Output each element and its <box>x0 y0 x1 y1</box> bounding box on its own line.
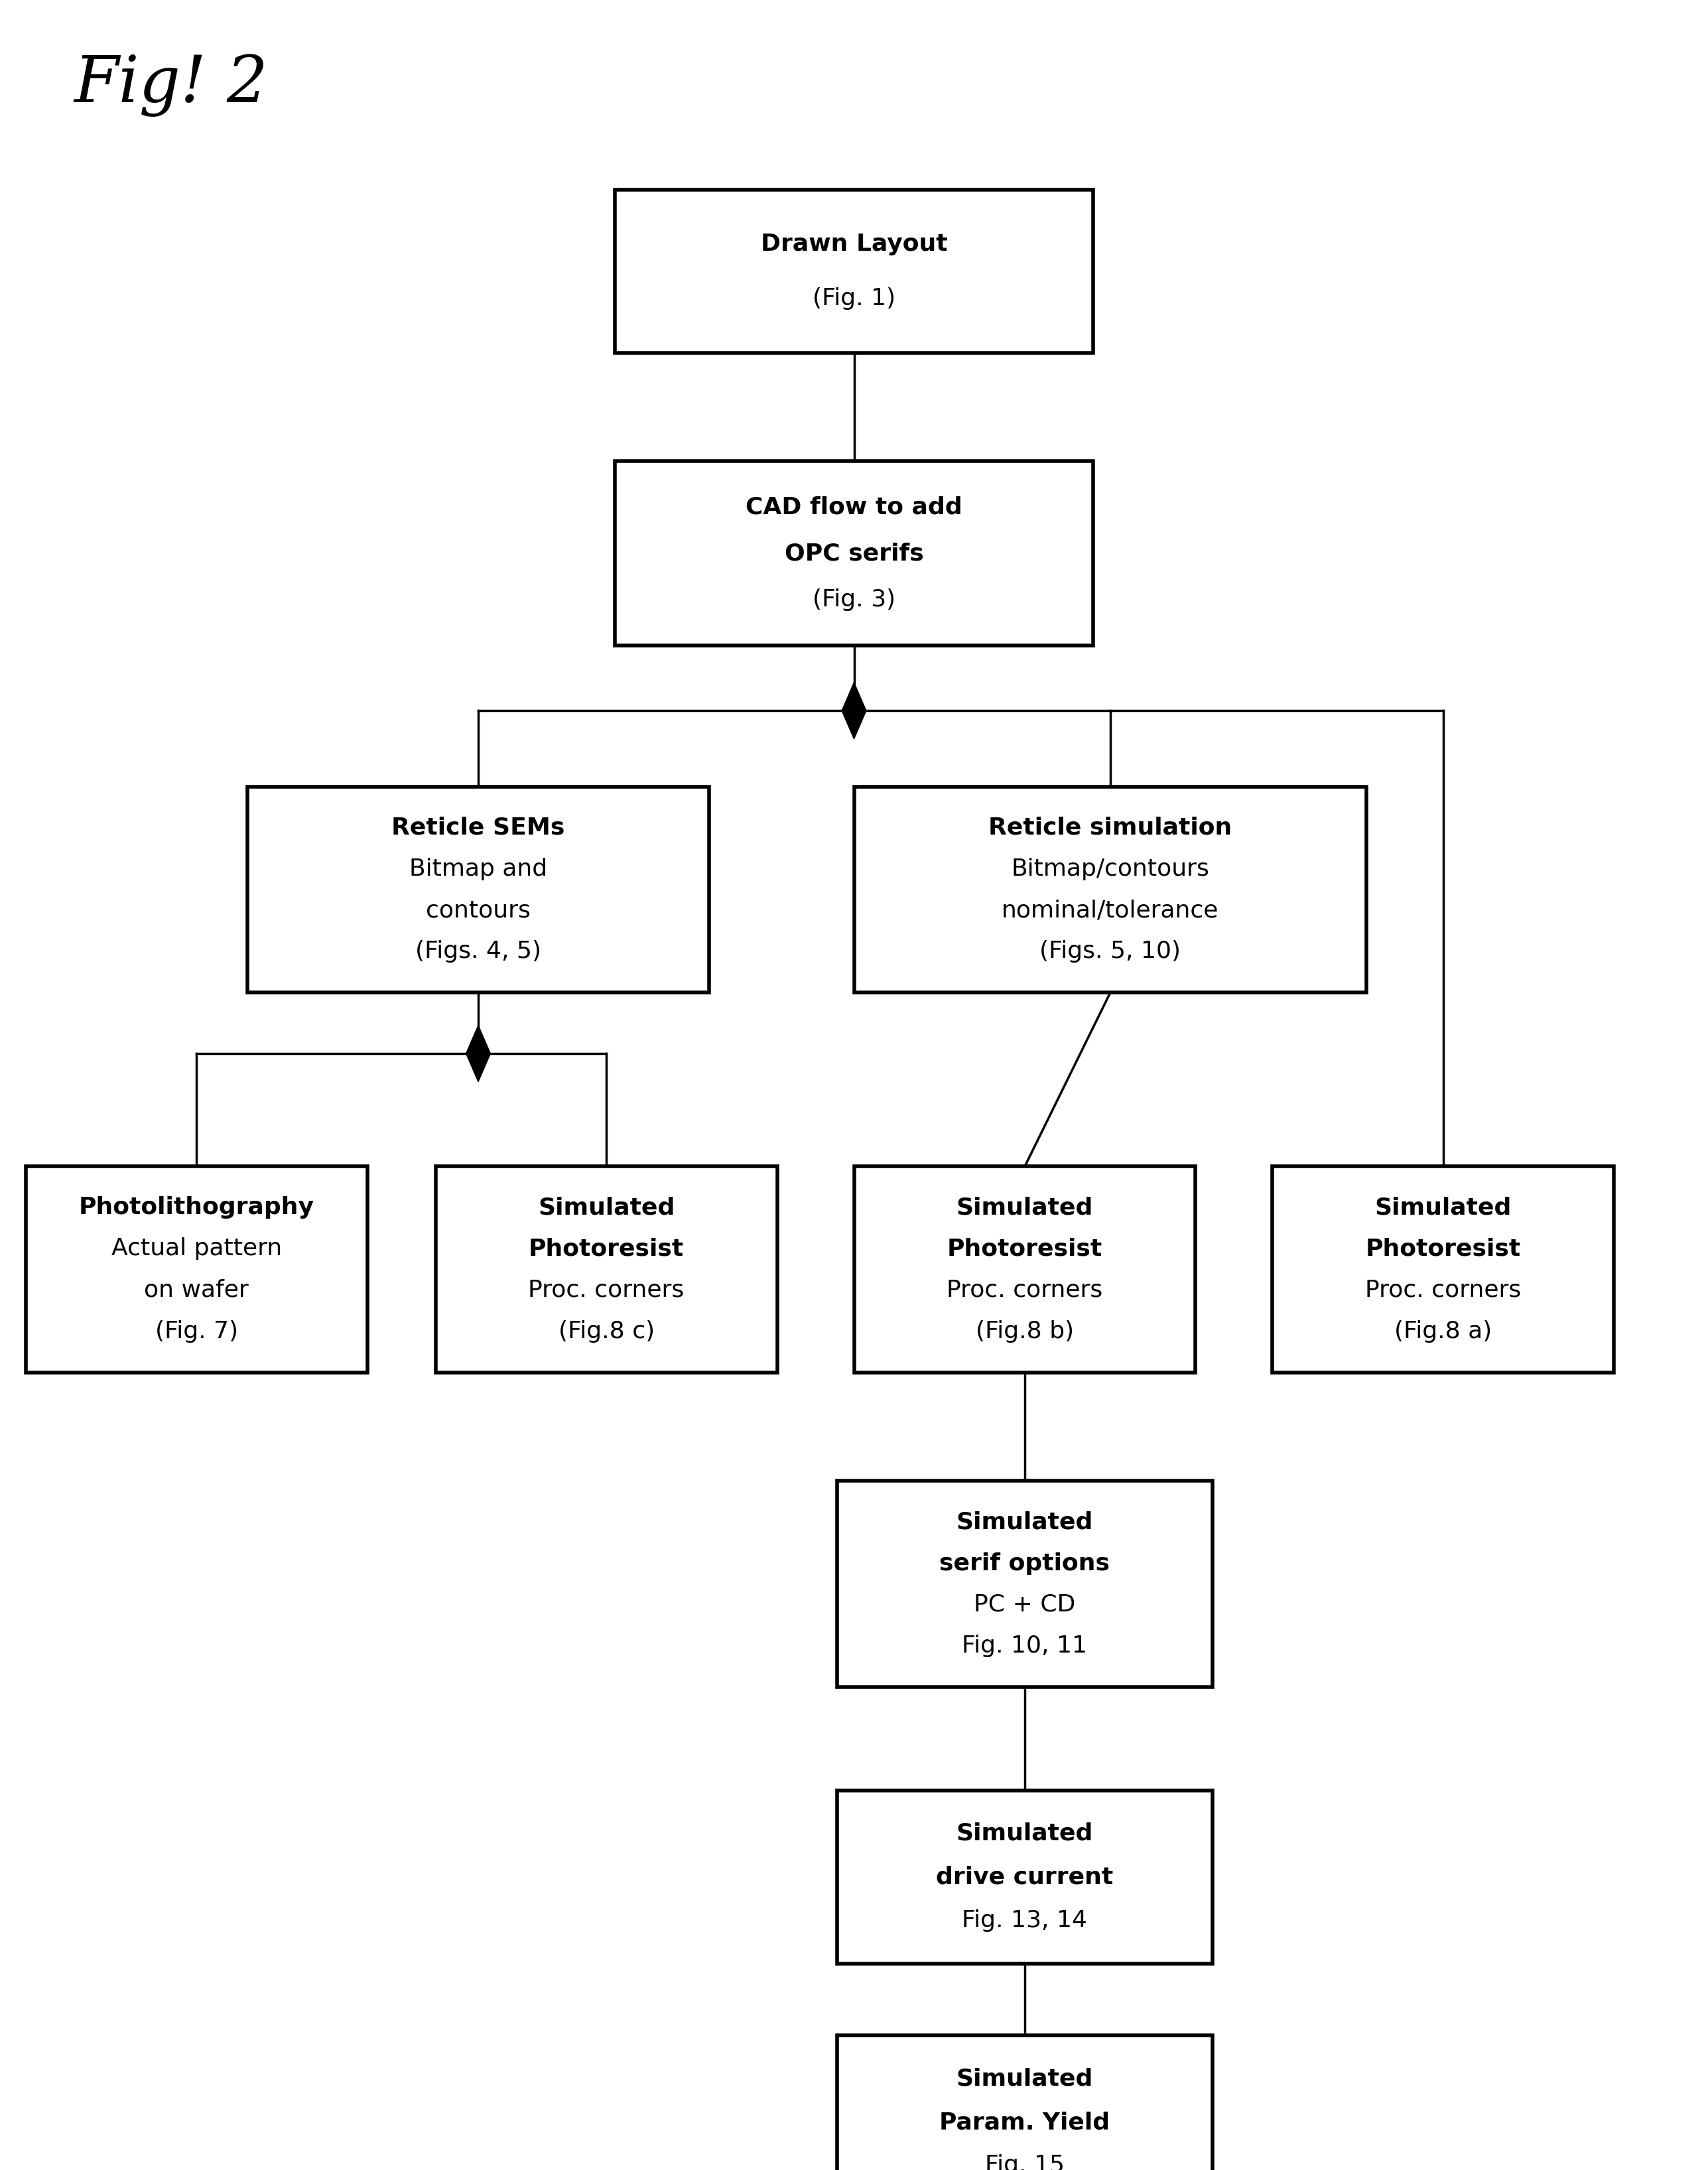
Text: on wafer: on wafer <box>143 1278 249 1302</box>
Text: Simulated: Simulated <box>956 1823 1093 1844</box>
Text: Simulated: Simulated <box>538 1196 675 1220</box>
Text: Photoresist: Photoresist <box>1366 1237 1520 1261</box>
Polygon shape <box>842 681 866 740</box>
FancyBboxPatch shape <box>26 1167 367 1374</box>
FancyBboxPatch shape <box>436 1167 777 1374</box>
FancyBboxPatch shape <box>615 191 1093 352</box>
FancyBboxPatch shape <box>854 1167 1196 1374</box>
Text: (Fig. 7): (Fig. 7) <box>155 1319 237 1343</box>
FancyBboxPatch shape <box>837 1480 1213 1688</box>
Text: Proc. corners: Proc. corners <box>1365 1278 1522 1302</box>
Text: Photoresist: Photoresist <box>948 1237 1102 1261</box>
Text: (Figs. 4, 5): (Figs. 4, 5) <box>415 940 541 963</box>
Text: drive current: drive current <box>936 1866 1114 1888</box>
Text: Simulated: Simulated <box>956 1196 1093 1220</box>
Text: (Fig. 3): (Fig. 3) <box>813 588 895 610</box>
FancyBboxPatch shape <box>248 788 709 994</box>
Text: Photoresist: Photoresist <box>529 1237 683 1261</box>
Text: (Fig. 1): (Fig. 1) <box>813 286 895 310</box>
FancyBboxPatch shape <box>837 1790 1213 1964</box>
Text: contours: contours <box>425 898 531 922</box>
Text: Proc. corners: Proc. corners <box>946 1278 1103 1302</box>
Text: Reticle simulation: Reticle simulation <box>989 816 1231 840</box>
Text: Bitmap/contours: Bitmap/contours <box>1011 857 1209 881</box>
Text: nominal/tolerance: nominal/tolerance <box>1001 898 1220 922</box>
Text: (Fig.8 c): (Fig.8 c) <box>559 1319 654 1343</box>
Text: serif options: serif options <box>939 1552 1110 1575</box>
FancyBboxPatch shape <box>1272 1167 1614 1374</box>
Text: Fig. 13, 14: Fig. 13, 14 <box>962 1910 1088 1931</box>
Text: (Figs. 5, 10): (Figs. 5, 10) <box>1040 940 1180 963</box>
Text: Photolithography: Photolithography <box>79 1196 314 1220</box>
Text: Fig. 15: Fig. 15 <box>986 2155 1064 2170</box>
Text: Param. Yield: Param. Yield <box>939 2111 1110 2133</box>
FancyBboxPatch shape <box>615 462 1093 647</box>
Text: Fig! 2: Fig! 2 <box>73 54 268 117</box>
Text: Simulated: Simulated <box>956 2068 1093 2090</box>
Text: Simulated: Simulated <box>956 1510 1093 1534</box>
Text: PC + CD: PC + CD <box>974 1593 1076 1617</box>
Text: Proc. corners: Proc. corners <box>528 1278 685 1302</box>
Text: Bitmap and: Bitmap and <box>410 857 547 881</box>
Text: OPC serifs: OPC serifs <box>784 542 924 564</box>
Text: Simulated: Simulated <box>1375 1196 1512 1220</box>
FancyBboxPatch shape <box>854 788 1366 994</box>
FancyBboxPatch shape <box>837 2035 1213 2170</box>
Text: (Fig.8 a): (Fig.8 a) <box>1394 1319 1493 1343</box>
Text: CAD flow to add: CAD flow to add <box>746 497 962 519</box>
Polygon shape <box>466 1026 490 1083</box>
Text: Actual pattern: Actual pattern <box>111 1237 282 1261</box>
Text: Fig. 10, 11: Fig. 10, 11 <box>962 1634 1088 1658</box>
Text: (Fig.8 b): (Fig.8 b) <box>975 1319 1074 1343</box>
Text: Reticle SEMs: Reticle SEMs <box>391 816 565 840</box>
Text: Drawn Layout: Drawn Layout <box>760 232 948 256</box>
